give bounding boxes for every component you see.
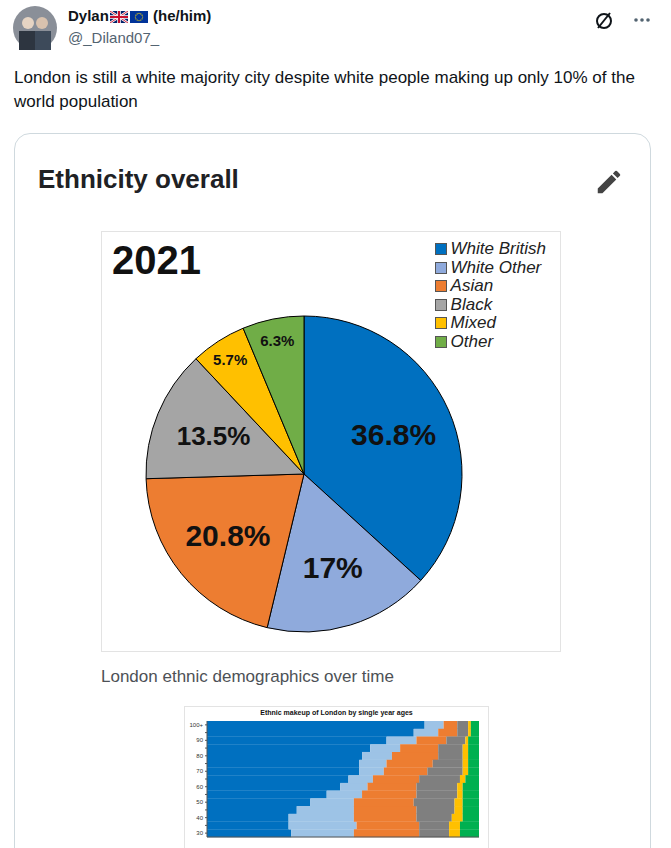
html-text:Asian: Asian xyxy=(450,276,494,296)
html-text:White Other: White Other xyxy=(450,257,542,277)
html-text:2021: 2021 xyxy=(112,238,201,282)
svg-text:50: 50 xyxy=(196,799,203,805)
svg-text:5.7%: 5.7% xyxy=(213,351,247,368)
svg-text:6.3%: 6.3% xyxy=(260,332,294,349)
svg-text:100+: 100+ xyxy=(189,722,203,728)
svg-text:30: 30 xyxy=(196,830,203,836)
svg-text:20.8%: 20.8% xyxy=(185,519,270,552)
svg-text:70: 70 xyxy=(196,768,203,774)
svg-text:90: 90 xyxy=(196,737,203,743)
svg-text:80: 80 xyxy=(196,753,203,759)
svg-text:60: 60 xyxy=(196,784,203,790)
html-text:Mixed: Mixed xyxy=(450,313,496,333)
html-text:London ethnic demographics ove: London ethnic demographics over time xyxy=(101,667,394,686)
html-text:(he/him): (he/him) xyxy=(153,7,212,24)
html-text:London is still a white majori: London is still a white majority city de… xyxy=(14,68,635,111)
html-text:Black: Black xyxy=(450,294,493,314)
html-text:@_Diland07_: @_Diland07_ xyxy=(68,29,160,46)
svg-text:13.5%: 13.5% xyxy=(177,421,251,451)
html-text:Ethnic makeup of London by sin: Ethnic makeup of London by single year a… xyxy=(260,709,413,716)
svg-text:40: 40 xyxy=(196,815,203,821)
svg-text:17%: 17% xyxy=(303,551,363,584)
html-text:Other: Other xyxy=(450,331,494,351)
svg-text:36.8%: 36.8% xyxy=(351,418,436,451)
html-text:Dylan: Dylan xyxy=(68,7,109,24)
html-text:White British: White British xyxy=(450,239,546,259)
html-text:Ethnicity overall: Ethnicity overall xyxy=(38,164,239,194)
